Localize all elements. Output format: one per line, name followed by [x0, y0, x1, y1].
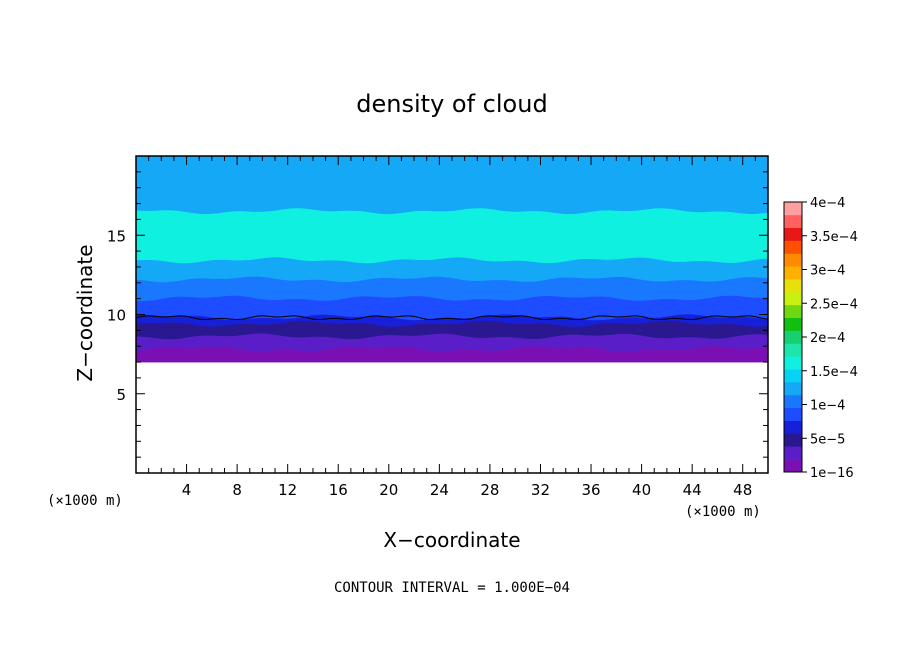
colorbar-segment: [784, 227, 802, 241]
plot-area: [135, 155, 769, 474]
colorbar-segment: [784, 433, 802, 447]
colorbar-label: 3e−4: [810, 264, 845, 279]
x-tick-label: 4: [182, 481, 192, 499]
x-tick-label: 32: [531, 481, 550, 499]
colorbar-segment: [784, 330, 802, 344]
colorbar-segment: [784, 202, 802, 216]
colorbar-label: 1e−4: [810, 399, 845, 414]
chart-title: density of cloud: [356, 90, 547, 118]
colorbar-segment: [784, 356, 802, 370]
x-axis-label: X−coordinate: [383, 528, 520, 552]
colorbar-segment: [784, 292, 802, 306]
y-tick-label: 15: [107, 227, 126, 245]
colorbar: 1e−16 5e−5 1e−4 1.5e−4 2e−4 2.5e−4 3e−4 3.5e−4 4…: [783, 196, 858, 481]
y-tick-label: 5: [116, 386, 126, 404]
colorbar-segment: [784, 394, 802, 409]
colorbar-segment: [784, 446, 802, 460]
colorbar-segment: [784, 214, 802, 229]
contour-interval-note: CONTOUR INTERVAL = 1.000E−04: [334, 580, 570, 596]
x-tick-label: 16: [329, 481, 348, 499]
x-tick-label: 28: [480, 481, 499, 499]
colorbar-label: 2e−4: [810, 331, 845, 346]
colorbar-segment: [784, 369, 802, 383]
y-tick-label: 10: [107, 307, 126, 325]
colorbar-label: 1.5e−4: [810, 365, 858, 380]
x-tick-label: 12: [278, 481, 297, 499]
x-tick-label: 40: [632, 481, 651, 499]
colorbar-label: 3.5e−4: [810, 230, 858, 245]
colorbar-segment: [784, 240, 802, 254]
colorbar-label: 2.5e−4: [810, 297, 858, 312]
density-band: [135, 208, 769, 264]
x-unit-left: (×1000 m): [47, 493, 123, 509]
colorbar-segment: [784, 407, 802, 421]
x-tick-label: 8: [232, 481, 242, 499]
x-tick-label: 48: [733, 481, 752, 499]
x-tick-label: 24: [430, 481, 449, 499]
colorbar-segment: [784, 459, 802, 473]
colorbar-segment: [784, 382, 802, 396]
x-unit-right: (×1000 m): [685, 504, 761, 520]
colorbar-label: 5e−5: [810, 432, 845, 447]
colorbar-segment: [784, 266, 802, 280]
x-tick-label: 20: [379, 481, 398, 499]
x-axis: 4 8 12 16 20 24 28 32 36 40 44 48: [148, 156, 756, 499]
y-axis: 5 10 15: [107, 171, 768, 458]
y-axis-label: Z−coordinate: [73, 244, 97, 381]
colorbar-segment: [784, 343, 802, 357]
colorbar-segment: [784, 304, 802, 319]
x-tick-label: 44: [683, 481, 702, 499]
colorbar-label: 4e−4: [810, 196, 845, 211]
colorbar-segment: [784, 420, 802, 434]
colorbar-segment: [784, 253, 802, 267]
colorbar-segment: [784, 279, 802, 293]
colorbar-label: 1e−16: [810, 466, 854, 481]
colorbar-segment: [784, 317, 802, 331]
contour-line: [135, 315, 769, 321]
x-tick-label: 36: [581, 481, 600, 499]
